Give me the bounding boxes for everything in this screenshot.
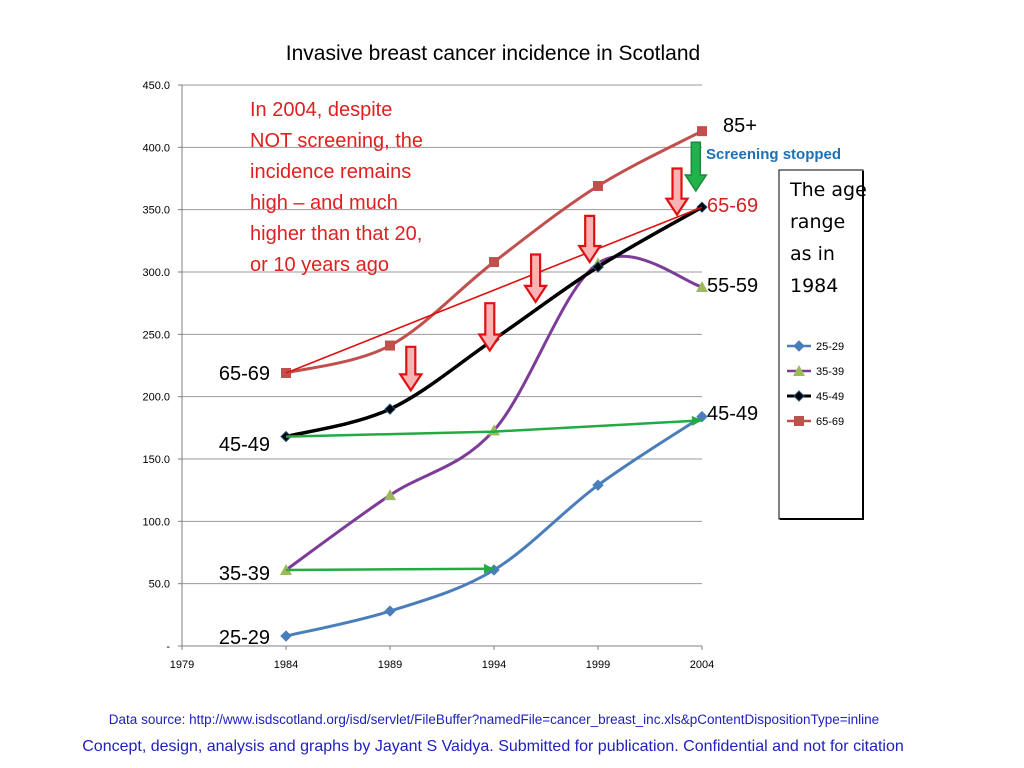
legend-marker-35-39 [793, 365, 805, 376]
y-tick-label: 250.0 [142, 329, 170, 341]
data-point-65-69 [697, 126, 707, 137]
left-label: 25-29 [219, 627, 270, 649]
down-arrow [577, 214, 603, 265]
legend-box-text: as in [790, 243, 835, 265]
group-labels: 65-69 45-49 35-39 25-29 85+ 65-69 55-59 45-49 Sc… [219, 115, 841, 649]
left-label: 35-39 [219, 563, 270, 585]
legend-marker-65-69 [794, 416, 804, 426]
annotation-line: NOT screening, the [250, 130, 423, 152]
right-label-lower: 45-49 [707, 403, 758, 425]
series-line-35-39 [284, 254, 704, 572]
down-arrow [398, 345, 424, 393]
green-down-arrow [683, 141, 708, 193]
series-group [280, 126, 708, 642]
screening-stopped-label: Screening stopped [706, 146, 841, 163]
right-label-top: 85+ [723, 115, 757, 137]
legend-label: 65-69 [816, 416, 844, 428]
overlay-line [285, 567, 495, 572]
legend-frame [778, 169, 864, 520]
overlay-arrowhead [483, 563, 494, 574]
overlay-arrowhead [691, 415, 702, 426]
data-point-65-69 [489, 257, 499, 268]
footer-source: Data source: http://www.isdscotland.org/… [109, 712, 879, 727]
x-tick-label: 1989 [378, 659, 402, 671]
data-point-35-39 [696, 280, 708, 292]
down-arrow [664, 167, 690, 217]
overlay-line [285, 419, 703, 438]
y-tick-label: 150.0 [142, 454, 170, 466]
overlay-lines [285, 206, 703, 574]
y-tick-label: 450.0 [142, 80, 170, 92]
annotation-line: In 2004, despite [250, 99, 392, 121]
chart-title: Invasive breast cancer incidence in Scot… [286, 42, 700, 65]
legend-marker-45-49 [793, 390, 805, 402]
annotation-line: higher than that 20, [250, 223, 422, 245]
annotation-line: high – and much [250, 192, 398, 214]
data-point-25-29 [280, 630, 292, 642]
legend-label: 45-49 [816, 391, 844, 403]
right-label-upper: 65-69 [707, 195, 758, 217]
data-point-35-39 [384, 489, 396, 501]
x-tick-label: 1984 [274, 659, 298, 671]
data-point-45-49 [592, 261, 604, 273]
y-tick-label: 350.0 [142, 205, 170, 217]
grid [182, 84, 702, 585]
down-arrow [477, 302, 503, 353]
left-label: 45-49 [219, 434, 270, 456]
legend-box-text: The age [789, 179, 867, 201]
y-tick-label: 200.0 [142, 392, 170, 404]
overlay-line [285, 206, 703, 374]
annotation-line: incidence remains [250, 161, 411, 183]
y-tick-label: 100.0 [142, 516, 170, 528]
down-arrow [523, 253, 549, 304]
y-tick-label: 400.0 [142, 142, 170, 154]
x-tick-label: 1979 [170, 659, 194, 671]
x-tick-label: 1994 [482, 659, 506, 671]
annotation-line: or 10 years ago [250, 254, 389, 276]
annotation: In 2004, despite NOT screening, the incide… [250, 99, 423, 276]
x-tick-label: 1999 [586, 659, 610, 671]
data-point-25-29 [384, 605, 396, 617]
data-point-25-29 [592, 479, 604, 491]
legend-box: The age range as in 1984 25-29 35-39 45-49 65-6… [778, 169, 867, 520]
legend-box-text: range [790, 211, 845, 233]
data-point-65-69 [593, 180, 603, 191]
right-label-middle: 55-59 [707, 275, 758, 297]
legend-label: 35-39 [816, 366, 844, 378]
legend-box-text: 1984 [790, 275, 838, 297]
data-point-45-49 [696, 201, 708, 213]
y-tick-label: - [166, 641, 170, 653]
data-point-65-69 [385, 340, 395, 351]
y-tick-label: 300.0 [142, 267, 170, 279]
axes [178, 84, 703, 650]
series-line-25-29 [284, 415, 704, 638]
legend-marker-25-29 [793, 340, 805, 352]
legend-label: 25-29 [816, 341, 844, 353]
data-point-45-49 [384, 403, 396, 415]
footer-credit: Concept, design, analysis and graphs by … [82, 738, 904, 755]
x-tick-label: 2004 [690, 659, 714, 671]
left-label: 65-69 [219, 363, 270, 385]
tick-labels: - 50.0 100.0 150.0 200.0 250.0 300.0 350.0 400.0… [142, 80, 714, 671]
arrows [398, 141, 708, 393]
y-tick-label: 50.0 [149, 579, 170, 591]
